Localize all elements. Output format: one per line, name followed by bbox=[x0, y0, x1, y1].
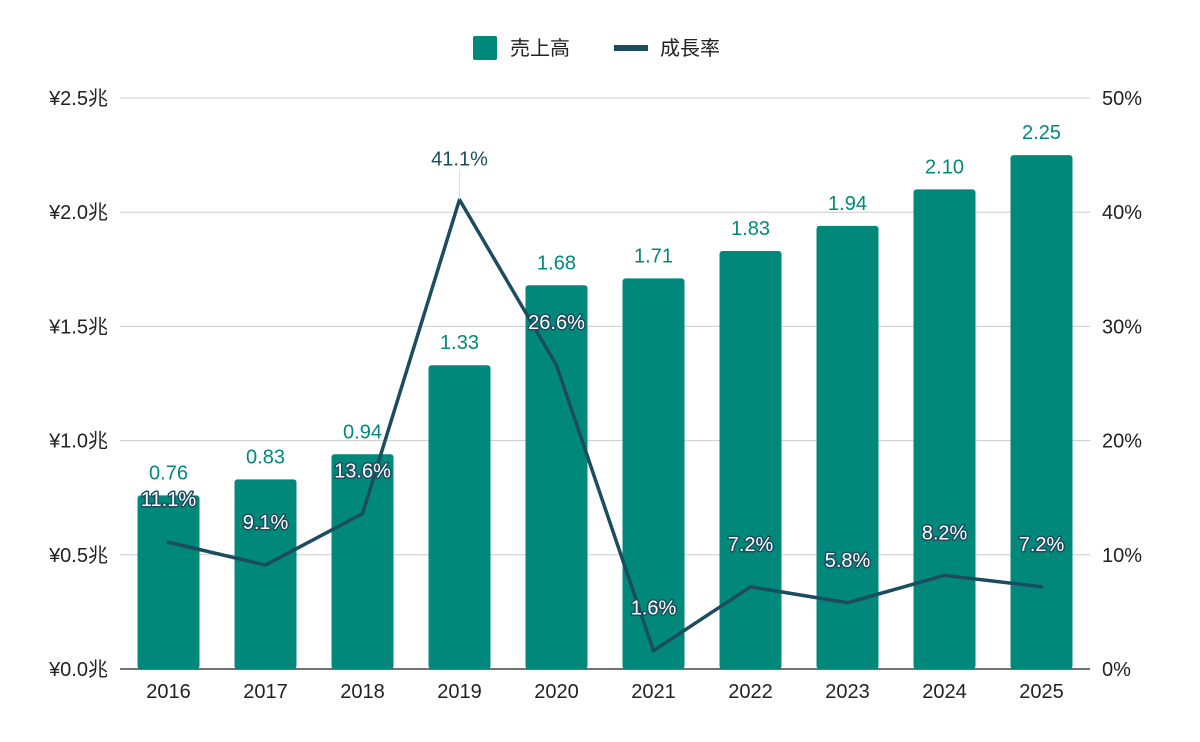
line-data-labels: 11.1% 9.1% 13.6% 41.1% 26.6% 1.6% 7.2% 5.8% 8.2%… bbox=[139, 149, 1066, 622]
line-series bbox=[166, 197, 1044, 653]
y-right-tick-label: 40% bbox=[1102, 202, 1142, 224]
bar-series bbox=[137, 155, 1073, 670]
x-tick-label: 2021 bbox=[631, 681, 676, 703]
bar-value-label: 0.83 bbox=[246, 446, 285, 468]
line-point bbox=[555, 363, 558, 367]
x-tick-label: 2017 bbox=[243, 681, 288, 703]
x-tick-label: 2025 bbox=[1019, 681, 1064, 703]
bar bbox=[428, 365, 491, 669]
y-axis-left: ¥0.0兆 ¥0.5兆 ¥1.0兆 ¥1.5兆 ¥2.0兆 ¥2.5兆 bbox=[48, 87, 108, 681]
bar bbox=[816, 225, 879, 670]
y-right-tick-label: 10% bbox=[1102, 545, 1142, 567]
bar-value-label: 1.33 bbox=[440, 332, 479, 354]
bar bbox=[234, 479, 297, 669]
line-point bbox=[167, 540, 170, 544]
line-point bbox=[1040, 585, 1043, 589]
line-value-label: 13.6% bbox=[334, 461, 391, 483]
line-value-label: 1.6% bbox=[631, 598, 677, 620]
bar-value-label: 1.94 bbox=[828, 193, 867, 215]
x-tick-label: 2020 bbox=[534, 681, 579, 703]
legend-swatch-growth bbox=[614, 45, 648, 51]
bar-value-label: 2.25 bbox=[1022, 122, 1061, 144]
growth-line bbox=[166, 197, 1044, 653]
legend: 売上高 成長率 bbox=[473, 36, 720, 60]
legend-label-sales: 売上高 bbox=[510, 37, 570, 60]
y-left-tick-label: ¥2.5兆 bbox=[48, 87, 108, 110]
line-point bbox=[943, 573, 946, 577]
bar-value-label: 0.76 bbox=[149, 462, 188, 484]
line-point bbox=[749, 585, 752, 589]
bar bbox=[331, 454, 394, 669]
x-tick-label: 2018 bbox=[340, 681, 385, 703]
x-tick-label: 2023 bbox=[825, 681, 870, 703]
y-left-tick-label: ¥0.5兆 bbox=[48, 544, 108, 567]
bar-value-label: 1.83 bbox=[731, 218, 770, 240]
bar bbox=[913, 189, 976, 670]
line-point bbox=[846, 601, 849, 605]
bar-value-label: 1.68 bbox=[537, 252, 576, 274]
y-axis-right: 0% 10% 20% 30% 40% 50% bbox=[1102, 88, 1142, 681]
legend-swatch-sales bbox=[473, 36, 497, 60]
x-axis: 2016 2017 2018 2019 2020 2021 2022 2023 2024 2025 bbox=[146, 681, 1064, 703]
line-point bbox=[652, 649, 655, 653]
bar-value-label: 1.71 bbox=[634, 245, 673, 267]
bar-value-label: 2.10 bbox=[925, 156, 964, 178]
line-point bbox=[361, 512, 364, 516]
y-left-tick-label: ¥1.5兆 bbox=[48, 315, 108, 338]
line-value-label: 7.2% bbox=[1019, 534, 1065, 556]
y-left-tick-label: ¥1.0兆 bbox=[48, 430, 108, 453]
bar-value-label: 0.94 bbox=[343, 421, 382, 443]
x-tick-label: 2019 bbox=[437, 681, 482, 703]
y-left-tick-label: ¥0.0兆 bbox=[48, 658, 108, 681]
line-value-label: 41.1% bbox=[431, 149, 488, 171]
bar bbox=[1010, 155, 1073, 670]
x-tick-label: 2024 bbox=[922, 681, 967, 703]
legend-label-growth: 成長率 bbox=[660, 37, 720, 60]
y-right-tick-label: 50% bbox=[1102, 88, 1142, 110]
line-value-label: 9.1% bbox=[243, 512, 289, 534]
y-left-tick-label: ¥2.0兆 bbox=[48, 201, 108, 224]
line-value-label: 5.8% bbox=[825, 550, 871, 572]
x-tick-label: 2022 bbox=[728, 681, 773, 703]
bar bbox=[622, 278, 685, 669]
bar bbox=[137, 495, 200, 669]
line-point bbox=[264, 563, 267, 567]
y-right-tick-label: 0% bbox=[1102, 659, 1131, 681]
y-right-tick-label: 20% bbox=[1102, 431, 1142, 453]
bar bbox=[719, 251, 782, 669]
x-tick-label: 2016 bbox=[146, 681, 191, 703]
y-right-tick-label: 30% bbox=[1102, 316, 1142, 338]
bar-data-labels: 0.76 0.83 0.94 1.33 1.68 1.71 1.83 1.94 2.10 2.25 bbox=[149, 122, 1061, 484]
line-value-label: 26.6% bbox=[528, 312, 585, 334]
line-value-label: 11.1% bbox=[141, 489, 196, 511]
bar bbox=[525, 285, 588, 669]
line-value-label: 7.2% bbox=[728, 534, 774, 556]
line-value-label: 8.2% bbox=[922, 522, 968, 544]
